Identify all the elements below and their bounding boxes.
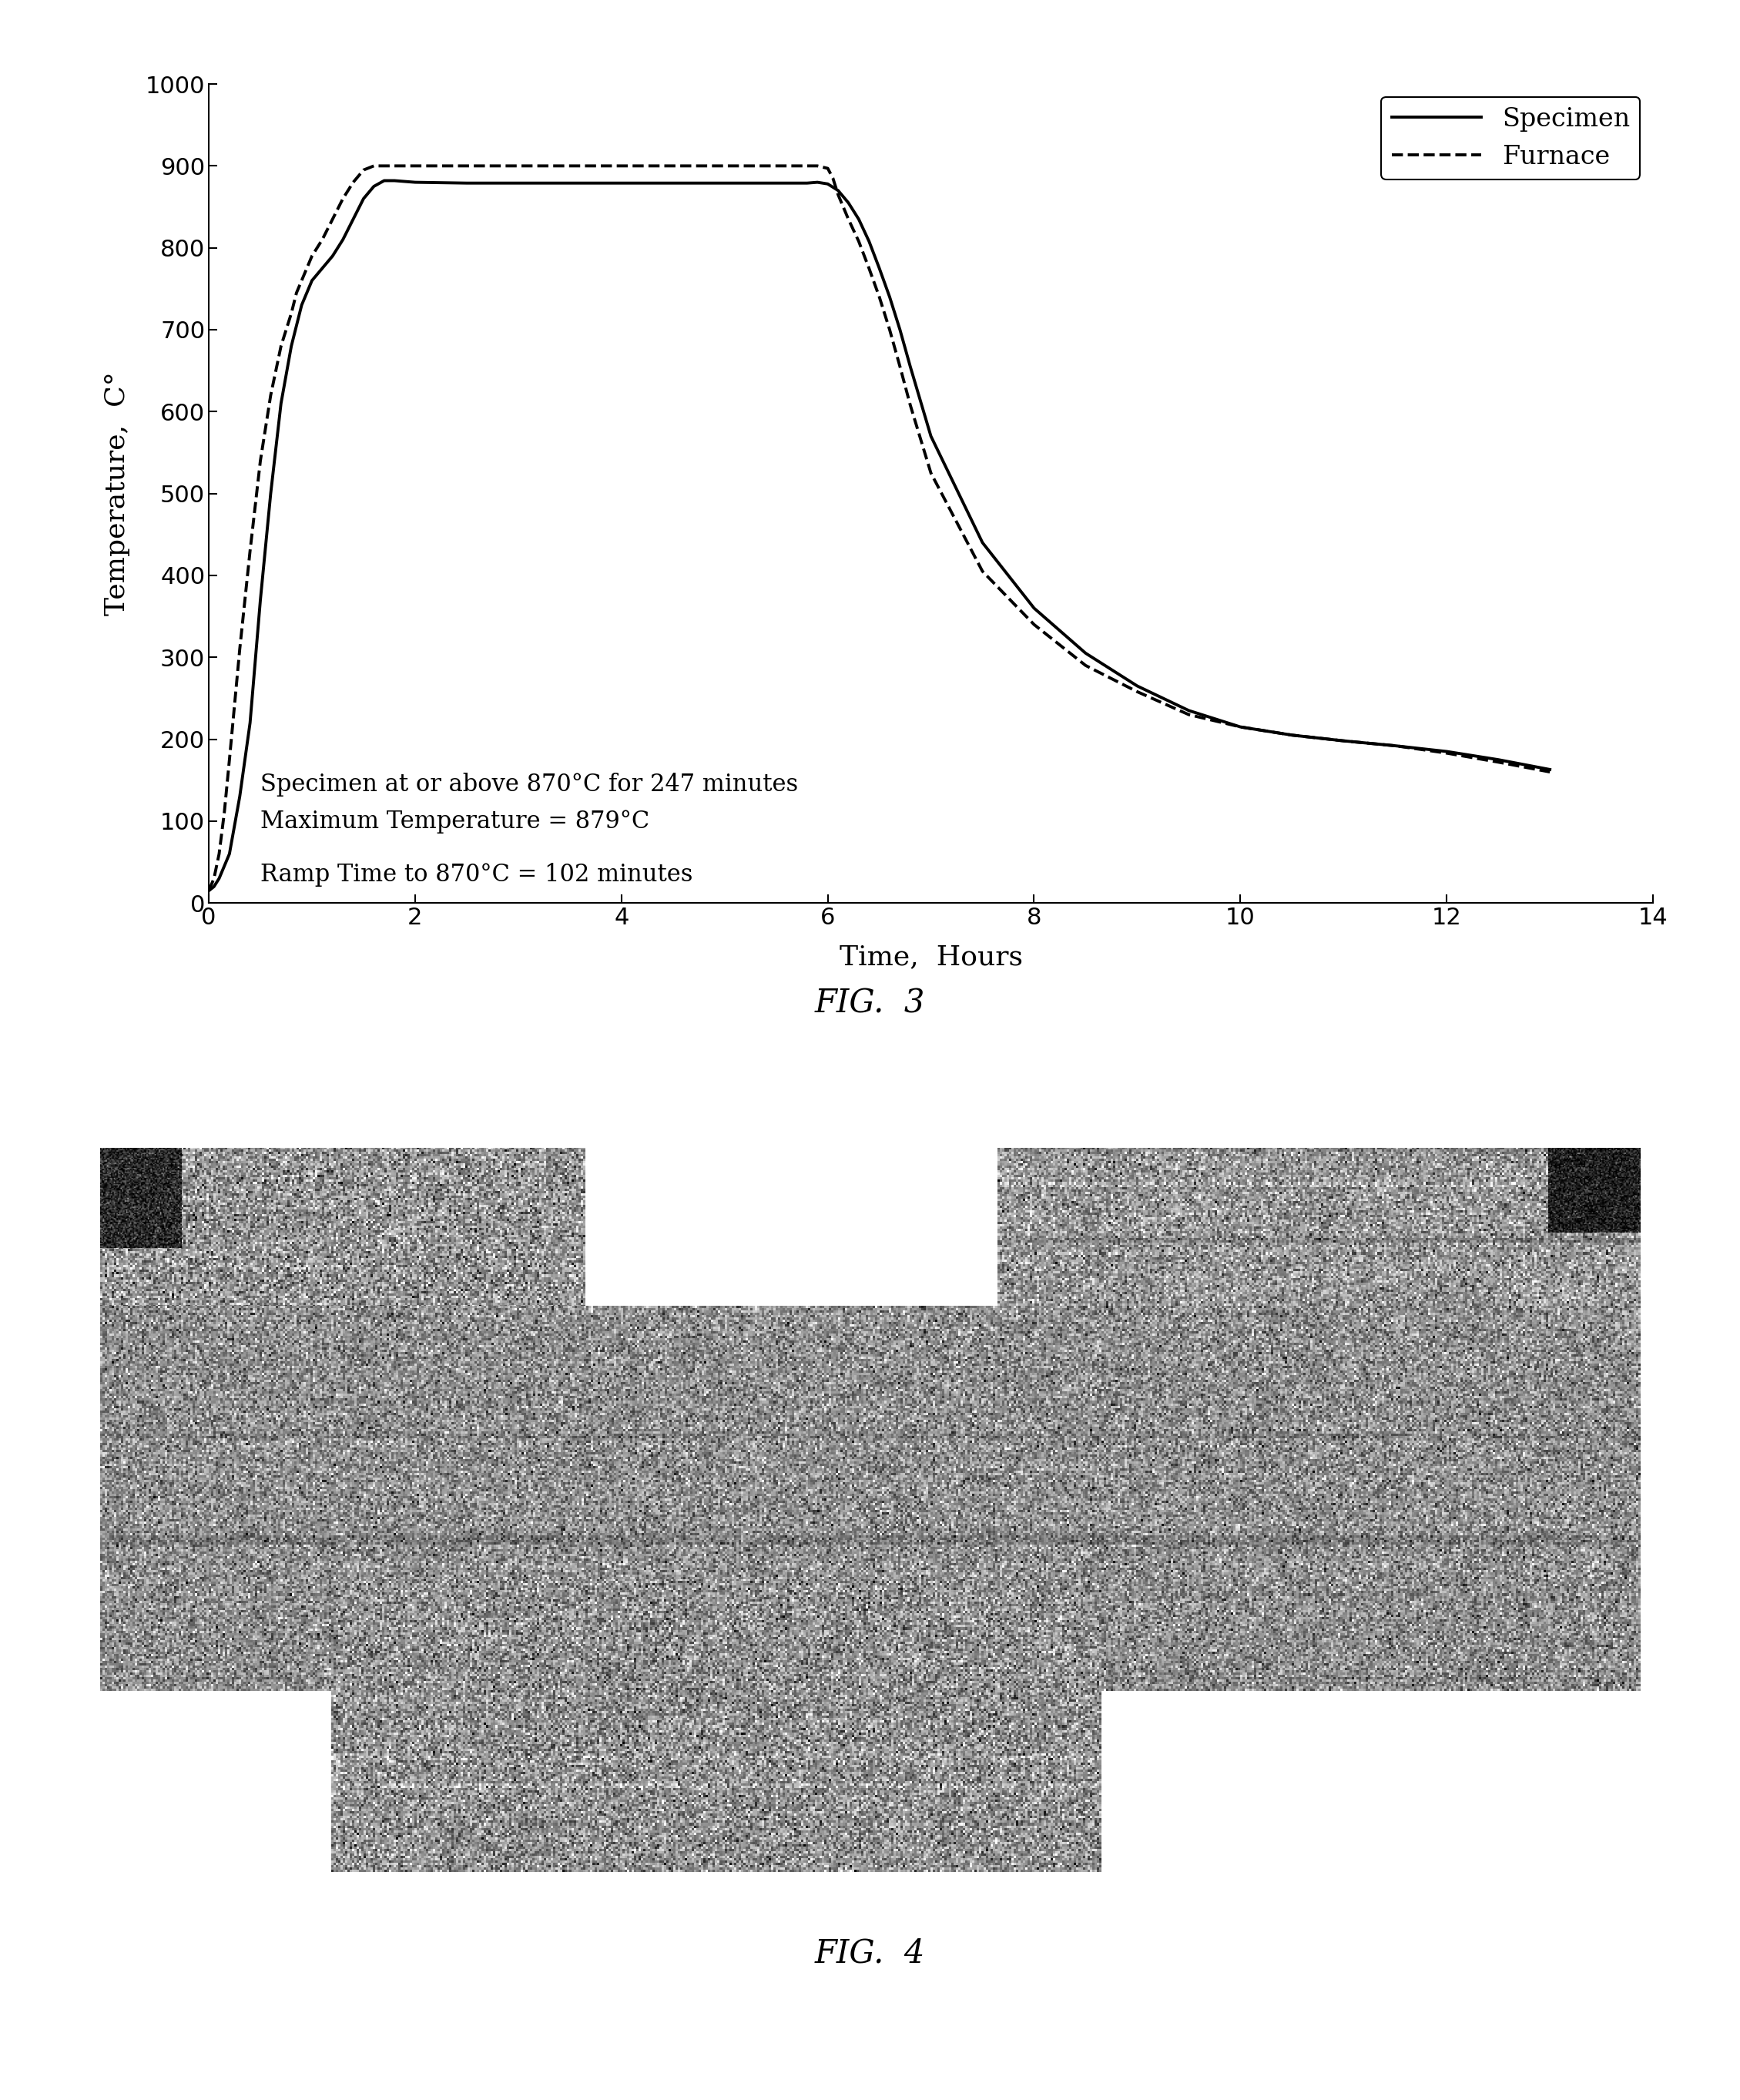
Furnace <box>296 256 317 281</box>
Specimen <box>374 168 395 193</box>
Line: Specimen: Specimen <box>209 181 1550 890</box>
Furnace <box>301 244 322 269</box>
Line: Furnace: Furnace <box>209 166 1550 890</box>
Specimen <box>198 878 219 903</box>
Furnace <box>198 878 219 903</box>
Specimen <box>1385 733 1406 758</box>
Specimen <box>858 229 879 254</box>
Specimen <box>839 191 860 216</box>
Furnace <box>364 153 385 179</box>
Furnace <box>1436 741 1456 766</box>
Text: FIG.  4: FIG. 4 <box>814 1936 926 1970</box>
Text: Maximum Temperature = 879°C: Maximum Temperature = 879°C <box>261 808 649 834</box>
Furnace <box>847 229 868 254</box>
Text: Specimen at or above 870°C for 247 minutes: Specimen at or above 870°C for 247 minut… <box>261 773 799 796</box>
Specimen <box>385 168 405 193</box>
Specimen <box>663 170 684 195</box>
Text: Ramp Time to 870°C = 102 minutes: Ramp Time to 870°C = 102 minutes <box>261 863 693 886</box>
Specimen <box>230 783 251 808</box>
Y-axis label: Temperature,  C°: Temperature, C° <box>104 372 130 615</box>
Furnace <box>1128 678 1148 704</box>
Furnace <box>1540 760 1561 785</box>
Text: FIG.  3: FIG. 3 <box>814 987 926 1019</box>
X-axis label: Time,  Hours: Time, Hours <box>839 945 1023 970</box>
Legend: Specimen, Furnace: Specimen, Furnace <box>1382 97 1641 179</box>
Furnace <box>889 355 910 380</box>
Specimen <box>1540 756 1561 781</box>
